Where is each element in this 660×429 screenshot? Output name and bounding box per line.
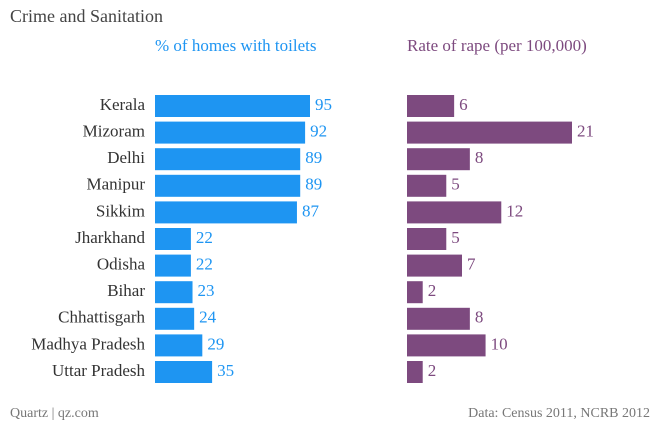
value-label: 21 — [577, 122, 594, 141]
value-label: 29 — [207, 334, 224, 353]
value-label: 5 — [451, 175, 460, 194]
bar — [407, 228, 447, 250]
bar — [155, 148, 301, 171]
bar — [407, 361, 423, 383]
bar — [155, 174, 301, 197]
value-label: 2 — [428, 361, 437, 380]
value-label: 12 — [506, 201, 523, 220]
value-label: 2 — [428, 281, 437, 300]
value-label: 35 — [217, 361, 234, 380]
value-label: 8 — [475, 148, 484, 167]
bar — [407, 254, 462, 277]
bar — [407, 281, 423, 304]
category-label: Bihar — [107, 281, 145, 300]
bar — [407, 334, 486, 357]
value-label: 23 — [198, 281, 215, 300]
value-label: 6 — [459, 95, 468, 114]
value-label: 10 — [491, 334, 508, 353]
category-label: Odisha — [97, 255, 146, 274]
bar — [407, 174, 447, 197]
category-label: Kerala — [100, 95, 146, 114]
value-label: 7 — [467, 255, 476, 274]
bar — [407, 148, 470, 171]
value-label: 89 — [305, 148, 322, 167]
value-label: 89 — [305, 175, 322, 194]
value-label: 95 — [315, 95, 332, 114]
category-label: Mizoram — [83, 122, 145, 141]
category-label: Uttar Pradesh — [52, 361, 146, 380]
bar — [407, 121, 572, 144]
bar — [155, 228, 191, 250]
category-label: Jharkhand — [75, 228, 145, 247]
panel-header: % of homes with toilets — [155, 36, 316, 55]
bar — [155, 307, 195, 330]
chart-title: Crime and Sanitation — [10, 6, 163, 26]
value-label: 24 — [199, 308, 217, 327]
bar — [155, 334, 203, 357]
bar — [155, 281, 193, 304]
value-label: 92 — [310, 122, 327, 141]
value-label: 5 — [451, 228, 460, 247]
source: Data: Census 2011, NCRB 2012 — [468, 406, 650, 421]
bar — [407, 307, 470, 330]
category-label: Chhattisgarh — [58, 308, 145, 327]
value-label: 22 — [196, 255, 213, 274]
value-label: 8 — [475, 308, 484, 327]
bar — [155, 95, 310, 117]
category-label: Delhi — [107, 148, 145, 167]
category-label: Sikkim — [96, 201, 145, 220]
bar — [155, 254, 191, 277]
bar — [155, 361, 213, 383]
credit: Quartz | qz.com — [10, 406, 99, 421]
category-label: Manipur — [86, 175, 145, 194]
bar — [155, 201, 297, 224]
bar — [407, 201, 502, 224]
bar — [407, 95, 455, 117]
value-label: 22 — [196, 228, 213, 247]
panel-header: Rate of rape (per 100,000) — [407, 36, 587, 55]
category-label: Madhya Pradesh — [31, 334, 145, 353]
value-label: 87 — [302, 201, 320, 220]
bar — [155, 121, 306, 144]
